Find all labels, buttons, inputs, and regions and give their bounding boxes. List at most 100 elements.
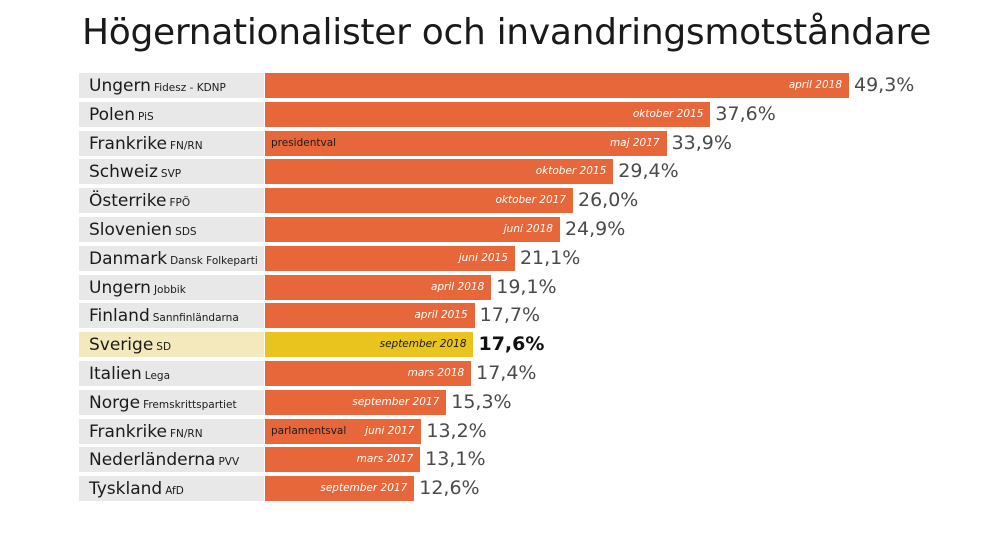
bar-date-label: april 2018 bbox=[788, 79, 842, 91]
party-label: SVP bbox=[160, 168, 182, 181]
bar bbox=[265, 101, 711, 127]
country-label: Österrike bbox=[89, 191, 167, 212]
bar-row-label: Polen PiS bbox=[79, 101, 264, 127]
bar bbox=[265, 476, 415, 502]
bar-row-label: Italien Lega bbox=[79, 361, 264, 386]
bar-row-label: Österrike FPÖ bbox=[79, 188, 264, 214]
bar-value-label: 19,1% bbox=[496, 275, 557, 298]
country-label: Schweiz bbox=[89, 162, 158, 183]
country-label: Nederländerna bbox=[89, 450, 216, 471]
bar bbox=[265, 447, 421, 473]
country-label: Italien bbox=[89, 364, 142, 384]
bar-row: Ungern Jobbik april 2018 19,1% bbox=[79, 274, 992, 300]
bar-value-label: 17,6% bbox=[478, 333, 545, 356]
bar bbox=[265, 361, 472, 386]
bar bbox=[265, 188, 573, 214]
bar-row: Nederländerna PVV mars 2017 13,1% bbox=[79, 447, 992, 473]
bar-row: Ungern Fidesz - KDNP april 2018 49,3% bbox=[79, 73, 992, 98]
bar-row-label: Norge Fremskrittspartiet bbox=[79, 389, 264, 415]
bar-row-label: Ungern Fidesz - KDNP bbox=[79, 73, 264, 98]
country-label: Sverige bbox=[89, 335, 154, 356]
country-label: Norge bbox=[89, 392, 141, 413]
bar-note-label: parlamentsval bbox=[271, 424, 347, 437]
bar-row-label: Frankrike FN/RN bbox=[79, 418, 264, 444]
bar bbox=[265, 274, 492, 300]
bar-value-label: 33,9% bbox=[671, 131, 732, 154]
bar-row-label: Tyskland AfD bbox=[79, 476, 264, 502]
bar-row: Polen PiS oktober 2015 37,6% bbox=[79, 101, 992, 127]
bar bbox=[265, 418, 422, 444]
bar-date-label: maj 2017 bbox=[609, 136, 660, 149]
party-label: SDS bbox=[175, 226, 197, 238]
bar-value-label: 26,0% bbox=[577, 189, 639, 212]
country-label: Tyskland bbox=[89, 479, 163, 500]
bar-row: Norge Fremskrittspartiet september 2017 15,… bbox=[79, 389, 992, 415]
bar-row-label: Ungern Jobbik bbox=[79, 274, 264, 300]
party-label: Fidesz - KDNP bbox=[153, 82, 226, 94]
bar-row-label: Sverige SD bbox=[79, 332, 264, 358]
bar-row: Danmark Dansk Folkeparti juni 2015 21,1% bbox=[79, 245, 992, 271]
bar-row-label: Frankrike FN/RN bbox=[79, 130, 264, 156]
bar-date-label: oktober 2015 bbox=[632, 107, 704, 120]
bar-date-label: april 2018 bbox=[430, 280, 485, 293]
bar-date-label: september 2017 bbox=[320, 482, 408, 495]
bar bbox=[265, 245, 515, 271]
bar bbox=[265, 130, 667, 156]
bar bbox=[265, 159, 614, 185]
bar-row: Österrike FPÖ oktober 2017 26,0% bbox=[79, 188, 992, 214]
bar-row: Finland Sannfinländarna april 2015 17,7% bbox=[79, 303, 992, 329]
party-label: Fremskrittspartiet bbox=[143, 398, 237, 411]
country-label: Ungern bbox=[89, 277, 151, 298]
party-label: PVV bbox=[218, 456, 240, 469]
bar bbox=[265, 217, 560, 242]
country-label: Polen bbox=[89, 104, 136, 125]
bar-row: Frankrike FN/RN parlamentsval juni 2017 13,2… bbox=[79, 418, 992, 444]
party-label: FN/RN bbox=[169, 139, 203, 152]
party-label: Sannfinländarna bbox=[152, 312, 239, 325]
chart-title: Högernationalister och invandringsmotstå… bbox=[82, 12, 932, 53]
bar-row: Schweiz SVP oktober 2015 29,4% bbox=[79, 159, 992, 185]
country-label: Slovenien bbox=[89, 220, 173, 240]
bar-date-label: oktober 2015 bbox=[535, 165, 607, 178]
bar-row: Tyskland AfD september 2017 12,6% bbox=[79, 476, 992, 502]
bar-row-label: Nederländerna PVV bbox=[79, 447, 264, 473]
bar-date-label: juni 2018 bbox=[503, 223, 553, 235]
bar-date-label: september 2018 bbox=[379, 338, 467, 351]
bar bbox=[265, 73, 849, 98]
bar-value-label: 17,7% bbox=[479, 304, 541, 327]
country-label: Frankrike bbox=[89, 133, 167, 154]
bar bbox=[265, 389, 447, 415]
bar-row: Frankrike FN/RN presidentval maj 2017 33,9% bbox=[79, 130, 992, 156]
bar-date-label: september 2017 bbox=[352, 395, 440, 408]
party-label: PiS bbox=[138, 110, 154, 123]
bar-row-label: Finland Sannfinländarna bbox=[79, 303, 264, 329]
bar-value-label: 13,1% bbox=[425, 448, 486, 471]
bar-value-label: 15,3% bbox=[451, 390, 512, 413]
bar-value-label: 21,1% bbox=[519, 246, 581, 269]
country-label: Danmark bbox=[89, 248, 168, 269]
bar-date-label: juni 2015 bbox=[458, 251, 508, 264]
country-label: Finland bbox=[89, 306, 150, 327]
bar-date-label: mars 2018 bbox=[407, 367, 465, 379]
bar-row-label: Schweiz SVP bbox=[79, 159, 264, 185]
country-label: Frankrike bbox=[89, 421, 167, 442]
bar-date-label: april 2015 bbox=[414, 309, 468, 322]
party-label: FPÖ bbox=[169, 197, 191, 210]
bar-value-label: 49,3% bbox=[854, 74, 915, 96]
bar-date-label: juni 2017 bbox=[365, 424, 415, 437]
bar-row-label: Slovenien SDS bbox=[79, 217, 264, 242]
party-label: Jobbik bbox=[153, 283, 186, 296]
country-label: Ungern bbox=[89, 76, 151, 96]
party-label: Lega bbox=[144, 370, 171, 382]
bar-value-label: 13,2% bbox=[426, 419, 487, 442]
bar bbox=[265, 332, 474, 358]
bar-row: Italien Lega mars 2018 17,4% bbox=[79, 361, 992, 386]
bar-value-label: 37,6% bbox=[715, 102, 776, 125]
bar-row-label: Danmark Dansk Folkeparti bbox=[79, 245, 264, 271]
bar-date-label: oktober 2017 bbox=[495, 194, 566, 207]
bar-value-label: 12,6% bbox=[419, 477, 480, 500]
party-label: Dansk Folkeparti bbox=[170, 254, 258, 267]
party-label: FN/RN bbox=[169, 427, 203, 440]
bar-row: Slovenien SDS juni 2018 24,9% bbox=[79, 217, 992, 242]
